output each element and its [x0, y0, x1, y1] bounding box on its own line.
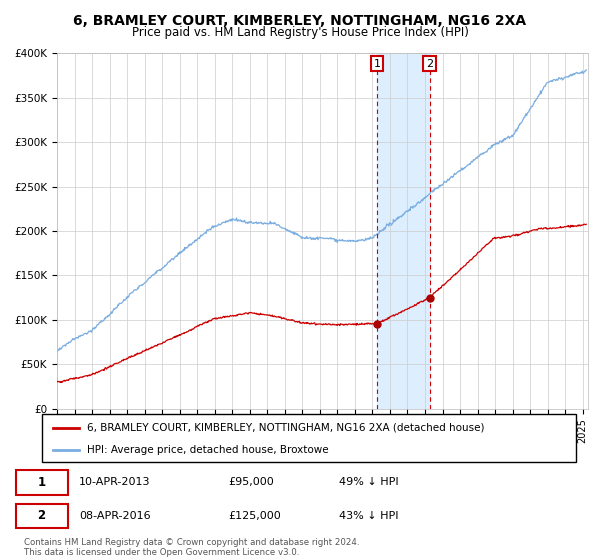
- Text: 10-APR-2013: 10-APR-2013: [79, 477, 151, 487]
- Text: 2: 2: [38, 509, 46, 522]
- Text: 1: 1: [374, 59, 380, 68]
- Text: Contains HM Land Registry data © Crown copyright and database right 2024.
This d: Contains HM Land Registry data © Crown c…: [24, 538, 359, 557]
- Text: 1: 1: [38, 475, 46, 489]
- Text: £125,000: £125,000: [228, 511, 281, 521]
- Text: 6, BRAMLEY COURT, KIMBERLEY, NOTTINGHAM, NG16 2XA (detached house): 6, BRAMLEY COURT, KIMBERLEY, NOTTINGHAM,…: [88, 423, 485, 433]
- Bar: [377, 53, 430, 409]
- Text: 2: 2: [426, 59, 433, 68]
- Text: 43% ↓ HPI: 43% ↓ HPI: [338, 511, 398, 521]
- Text: £95,000: £95,000: [228, 477, 274, 487]
- FancyBboxPatch shape: [16, 503, 68, 529]
- Text: 49% ↓ HPI: 49% ↓ HPI: [338, 477, 398, 487]
- FancyBboxPatch shape: [16, 470, 68, 495]
- Text: 08-APR-2016: 08-APR-2016: [79, 511, 151, 521]
- Text: Price paid vs. HM Land Registry's House Price Index (HPI): Price paid vs. HM Land Registry's House …: [131, 26, 469, 39]
- Text: HPI: Average price, detached house, Broxtowe: HPI: Average price, detached house, Brox…: [88, 445, 329, 455]
- Text: 6, BRAMLEY COURT, KIMBERLEY, NOTTINGHAM, NG16 2XA: 6, BRAMLEY COURT, KIMBERLEY, NOTTINGHAM,…: [73, 14, 527, 28]
